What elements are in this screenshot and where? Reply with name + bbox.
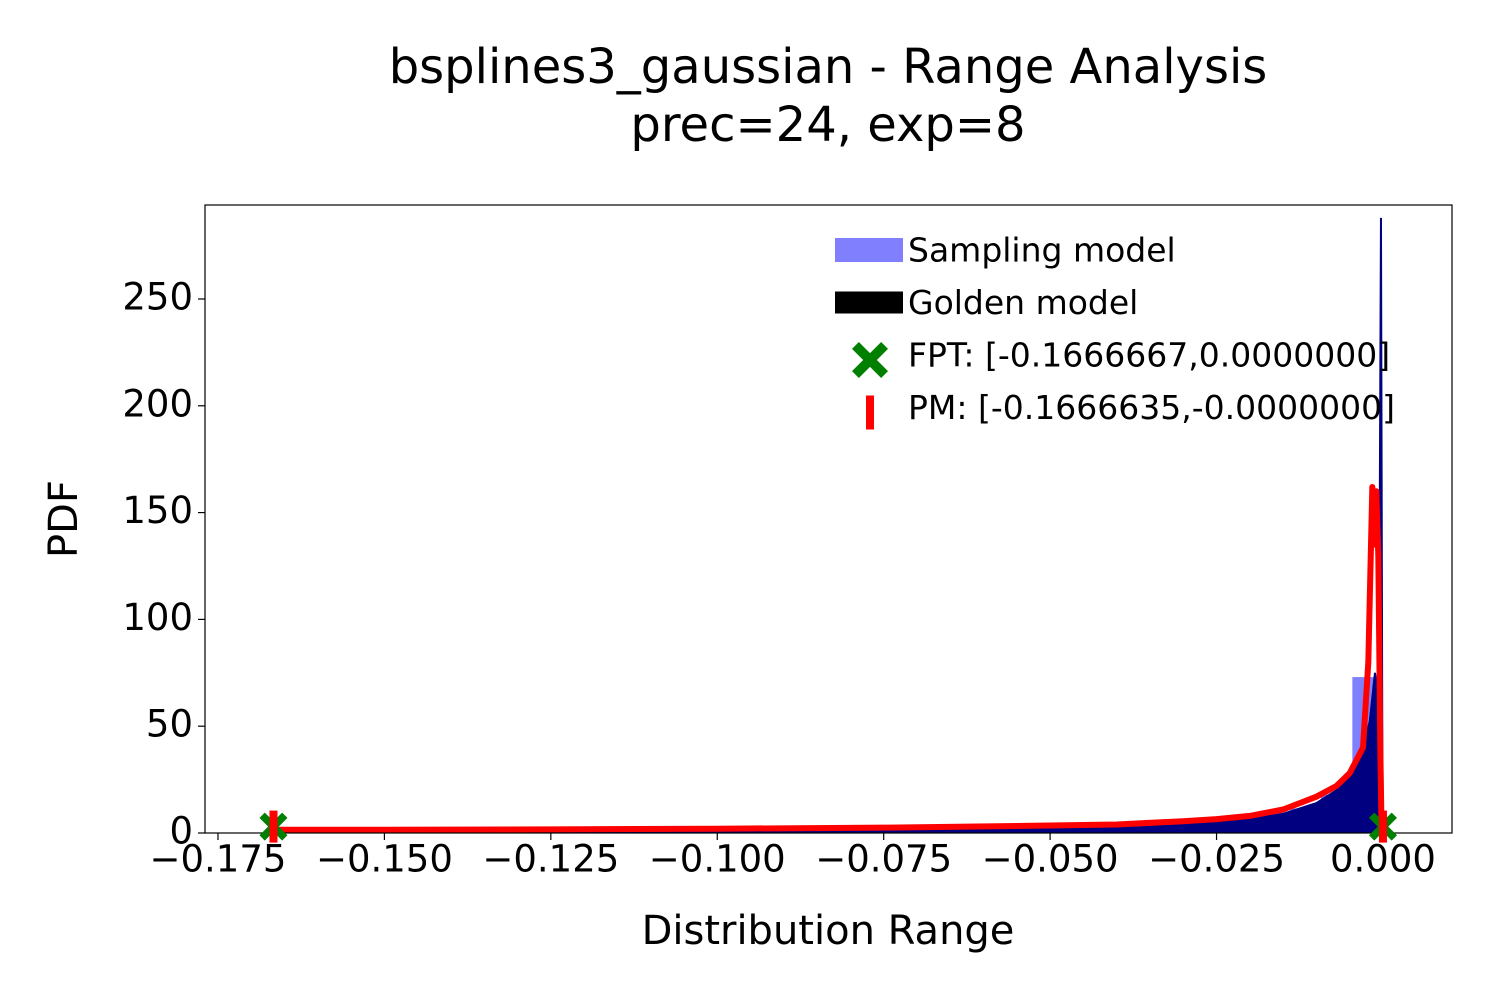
x-tick-label: −0.050 [982,838,1119,881]
legend-label: Golden model [908,283,1138,322]
x-tick-label: −0.075 [815,838,952,881]
x-tick-label: −0.175 [150,838,287,881]
x-tick-label: −0.125 [482,838,619,881]
y-axis-label: PDF [41,480,87,558]
y-tick-label: 100 [122,596,193,639]
y-tick-label: 50 [146,703,193,746]
legend-swatch [866,395,874,430]
legend-label: Sampling model [908,231,1176,270]
y-tick-label: 250 [122,275,193,318]
chart-subtitle: prec=24, exp=8 [630,97,1025,153]
x-tick-label: 0.000 [1330,838,1436,881]
y-tick-label: 0 [169,810,193,853]
golden-area [272,217,1384,833]
x-tick-label: −0.150 [316,838,453,881]
y-tick-label: 150 [122,489,193,532]
chart-title: bsplines3_gaussian - Range Analysis [389,39,1268,95]
bar-marker [269,810,278,843]
legend-swatch [852,342,888,378]
legend-label: FPT: [-0.1666667,0.0000000] [908,336,1390,375]
bar-marker [1378,810,1387,843]
x-tick-label: −0.025 [1148,838,1285,881]
y-tick-label: 200 [122,382,193,425]
x-tick-label: −0.100 [649,838,786,881]
pm-curve [273,483,1385,833]
legend-swatch [835,291,903,314]
x-axis-label: Distribution Range [642,908,1015,954]
plot-area [272,217,1385,833]
plot-frame [204,204,1453,834]
legend-swatch [835,238,903,262]
legend-label: PM: [-0.1666635,-0.0000000] [908,388,1395,427]
